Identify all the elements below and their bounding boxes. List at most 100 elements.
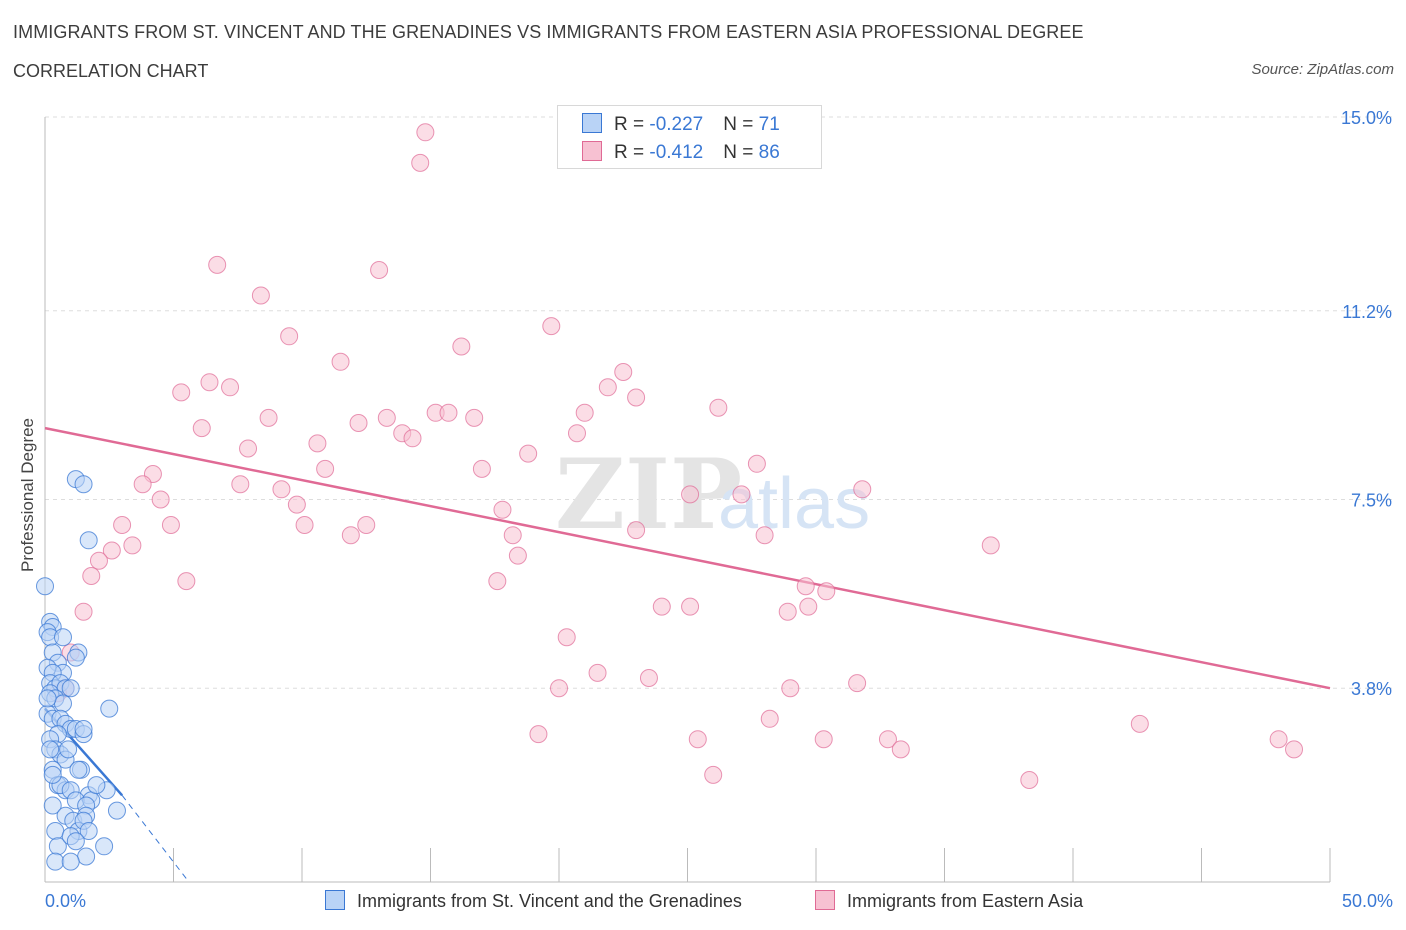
legend-r-label: R = <box>614 114 650 135</box>
watermark-atlas: atlas <box>718 464 870 544</box>
data-point-eastern-asia <box>1285 740 1304 759</box>
data-point-eastern-asia <box>308 434 327 453</box>
data-point-eastern-asia <box>891 740 910 759</box>
data-point-eastern-asia <box>652 597 671 616</box>
data-point-eastern-asia <box>781 679 800 698</box>
chart-title-line2: CORRELATION CHART <box>13 61 209 81</box>
data-point-eastern-asia <box>627 388 646 407</box>
data-point-eastern-asia <box>567 424 586 443</box>
data-point-eastern-asia <box>113 516 132 534</box>
source-label: Source: ZipAtlas.com <box>1251 61 1394 78</box>
data-point-st-vincent <box>43 796 62 815</box>
data-point-eastern-asia <box>151 490 170 509</box>
data-point-eastern-asia <box>123 536 142 555</box>
data-point-st-vincent <box>61 679 80 698</box>
data-point-eastern-asia <box>102 541 121 560</box>
x-tick-label-min: 0.0% <box>45 891 87 911</box>
data-point-st-vincent <box>61 852 80 871</box>
data-point-eastern-asia <box>760 709 779 728</box>
data-point-eastern-asia <box>251 286 270 305</box>
data-point-eastern-asia <box>778 602 797 621</box>
data-point-eastern-asia <box>755 526 774 545</box>
data-point-eastern-asia <box>529 725 548 744</box>
data-point-eastern-asia <box>598 378 617 397</box>
data-point-eastern-asia <box>133 475 152 494</box>
data-point-eastern-asia <box>177 572 196 591</box>
data-point-eastern-asia <box>221 378 240 397</box>
legend-r-value: -0.412 <box>649 142 704 163</box>
y-tick-label: 11.2% <box>1342 302 1392 322</box>
correlation-legend: R = -0.227 N = 71 R = -0.412 N = 86 <box>557 105 822 169</box>
data-point-st-vincent <box>53 628 72 647</box>
data-point-st-vincent <box>77 847 96 866</box>
data-point-eastern-asia <box>161 516 180 534</box>
data-point-eastern-asia <box>403 429 422 448</box>
data-point-st-vincent <box>66 832 85 851</box>
y-tick-labels: 3.8% 7.5% 11.2% 15.0% <box>1341 108 1392 699</box>
data-point-eastern-asia <box>747 454 766 473</box>
data-point-eastern-asia <box>82 567 101 585</box>
bottom-legend-swatch-blue <box>325 890 345 910</box>
legend-swatch-pink <box>582 141 602 161</box>
data-point-st-vincent <box>79 531 98 550</box>
data-point-st-vincent <box>38 689 57 708</box>
data-point-eastern-asia <box>452 337 471 356</box>
data-point-eastern-asia <box>192 419 211 438</box>
legend-n-label: N = <box>723 142 759 163</box>
data-point-eastern-asia <box>503 526 522 545</box>
legend-n-value: 71 <box>758 114 780 135</box>
data-point-eastern-asia <box>981 536 1000 555</box>
data-point-eastern-asia <box>370 261 389 279</box>
x-tick-label-max: 50.0% <box>1341 891 1393 911</box>
data-point-st-vincent <box>66 648 85 667</box>
data-point-eastern-asia <box>208 255 227 274</box>
data-point-st-vincent <box>41 740 60 759</box>
data-point-eastern-asia <box>411 153 430 172</box>
data-point-eastern-asia <box>799 597 818 616</box>
data-point-eastern-asia <box>853 480 872 499</box>
data-point-st-vincent <box>69 760 88 779</box>
data-point-eastern-asia <box>231 475 250 494</box>
data-point-eastern-asia <box>508 546 527 565</box>
data-point-eastern-asia <box>341 526 360 545</box>
legend-n-value: 86 <box>758 142 780 163</box>
data-point-eastern-asia <box>796 577 815 596</box>
legend-n-label: N = <box>723 114 759 135</box>
data-point-st-vincent <box>74 720 93 738</box>
y-tick-label: 3.8% <box>1351 679 1392 699</box>
bottom-legend-label: Immigrants from St. Vincent and the Gren… <box>357 891 742 911</box>
data-point-st-vincent <box>53 694 72 713</box>
data-point-eastern-asia <box>331 352 350 371</box>
data-point-eastern-asia <box>1130 714 1149 733</box>
data-point-eastern-asia <box>614 363 633 381</box>
trend-line-st-vincent-extension <box>121 794 190 883</box>
legend-r-label: R = <box>614 142 650 163</box>
y-tick-label: 15.0% <box>1341 108 1392 128</box>
data-point-eastern-asia <box>1269 730 1288 749</box>
data-point-st-vincent <box>46 822 65 840</box>
data-point-eastern-asia <box>280 327 299 346</box>
data-point-eastern-asia <box>688 730 707 749</box>
data-point-st-vincent <box>87 776 106 795</box>
data-point-eastern-asia <box>465 408 484 427</box>
data-point-st-vincent <box>79 822 98 840</box>
data-point-eastern-asia <box>557 628 576 647</box>
data-point-eastern-asia <box>639 669 658 687</box>
data-point-eastern-asia <box>287 495 306 514</box>
y-axis-label: Professional Degree <box>18 417 37 573</box>
data-point-eastern-asia <box>472 459 491 478</box>
chart-title-line1: IMMIGRANTS FROM ST. VINCENT AND THE GREN… <box>13 22 1084 42</box>
data-point-eastern-asia <box>704 765 723 784</box>
data-point-eastern-asia <box>681 597 700 616</box>
data-point-eastern-asia <box>575 403 594 422</box>
data-point-st-vincent <box>43 765 62 784</box>
bottom-legend-eastern-asia: Immigrants from Eastern Asia <box>815 890 1083 912</box>
bottom-legend-label: Immigrants from Eastern Asia <box>847 891 1084 911</box>
data-point-eastern-asia <box>272 480 291 499</box>
data-point-st-vincent <box>95 837 114 856</box>
watermark-zip: ZIP <box>555 438 742 551</box>
data-point-eastern-asia <box>878 730 897 749</box>
axes <box>44 117 1331 883</box>
legend-row-st-vincent: R = -0.227 N = 71 <box>582 113 780 136</box>
